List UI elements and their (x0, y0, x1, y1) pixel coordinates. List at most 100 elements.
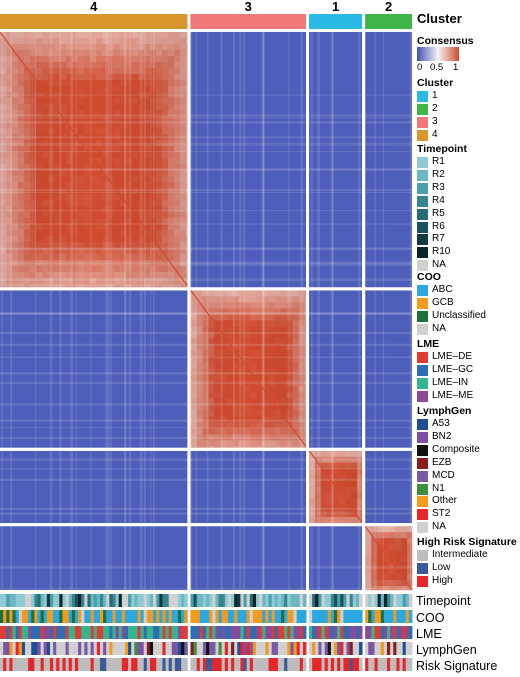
legend-label: LME–GC (432, 363, 474, 375)
legend-swatch (417, 550, 428, 561)
legend-label: R3 (432, 181, 445, 193)
legend-label: A53 (432, 418, 450, 429)
cluster-bar-4 (0, 14, 188, 29)
track-lme (0, 626, 413, 639)
block-2-4 (0, 526, 188, 590)
legend-swatch (417, 352, 428, 363)
legend-label: ABC (432, 284, 453, 295)
consensus-tick-1: 1 (453, 62, 459, 73)
legend-title-lymphgen: LymphGen (417, 405, 472, 417)
cluster-label-1: 1 (331, 0, 340, 14)
legend-label: 3 (432, 115, 438, 127)
legend-label: Intermediate (432, 549, 488, 560)
legend-label: NA (432, 322, 446, 334)
legend-swatch (417, 195, 428, 207)
legend-label: R5 (432, 207, 445, 219)
legend-label: 1 (432, 90, 438, 101)
legend-title-timepoint: Timepoint (417, 143, 467, 155)
track-label-lymphgen: LymphGen (416, 643, 477, 657)
legend-label: Composite (432, 443, 480, 455)
track-risk (0, 658, 413, 671)
block-3-2 (365, 290, 412, 448)
legend-label: Low (432, 561, 451, 573)
legend-label: R6 (432, 220, 445, 232)
legend-title-coo: COO (417, 271, 441, 283)
cluster-label-3: 3 (244, 0, 252, 14)
block-2-1 (309, 526, 363, 590)
legend-swatch (417, 182, 428, 194)
legend-swatch (417, 575, 428, 587)
legend-swatch (417, 91, 428, 102)
block-4-3 (190, 32, 307, 288)
legend-swatch (417, 483, 428, 495)
legend-label: R1 (432, 156, 445, 167)
legend-label: GCB (432, 296, 454, 308)
legend-swatch (417, 377, 428, 389)
legend-label: MCD (432, 469, 455, 481)
legend-swatch (417, 444, 428, 456)
block-3-4 (0, 290, 188, 448)
legend-swatch (417, 562, 428, 574)
legend-swatch (417, 208, 428, 220)
legend-title-risk: High Risk Signature (417, 536, 517, 548)
block-2-3 (190, 526, 307, 590)
legend-swatch (417, 431, 428, 443)
legend-swatch (417, 260, 428, 272)
legend-title-lme: LME (417, 338, 440, 350)
legend-label: R4 (432, 194, 445, 206)
consensus-tick-0: 0 (417, 62, 423, 73)
cluster-bar-3 (190, 14, 307, 29)
legend-label: 4 (432, 128, 438, 140)
block-4-1 (309, 32, 363, 288)
consensus-matrix (0, 31, 413, 591)
legend-label: BN2 (432, 430, 452, 442)
legend-swatch (417, 522, 428, 534)
legend-swatch (417, 129, 428, 141)
legend-swatch (417, 247, 428, 259)
track-label-coo: COO (416, 611, 445, 625)
consensus-legend-title: Consensus (417, 35, 474, 47)
legend-swatch (417, 157, 428, 168)
legend-swatch (417, 496, 428, 508)
legend-swatch (417, 457, 428, 469)
legend-swatch (417, 103, 428, 115)
block-1-3 (190, 450, 307, 524)
legend-label: LME–IN (432, 376, 469, 388)
legend-label: Other (432, 495, 458, 507)
track-timepoint (0, 594, 413, 607)
legend-swatch (417, 390, 428, 402)
legend-swatch (417, 470, 428, 482)
legend-label: Unclassified (432, 309, 486, 321)
legend-label: N1 (432, 482, 445, 494)
legend-label: NA (432, 521, 446, 533)
legend-label: R10 (432, 246, 451, 258)
legend-swatch (417, 285, 428, 296)
legend-label: NA (432, 259, 446, 271)
cluster-annotation-bar (0, 14, 412, 29)
legend-swatch (417, 419, 428, 430)
diagonal-block-3 (190, 290, 307, 449)
track-lymphgen (0, 642, 413, 655)
legend-label: ST2 (432, 508, 451, 520)
legend-swatch (417, 364, 428, 376)
consensus-gradient (417, 47, 459, 61)
track-label-lme: LME (416, 627, 442, 641)
cluster-track-title: Cluster (417, 11, 462, 26)
legend-swatch (417, 169, 428, 181)
legend-swatch (417, 323, 428, 335)
legend-swatch (417, 297, 428, 309)
consensus-tick-0-5: 0.5 (430, 62, 444, 73)
cluster-label-2: 2 (384, 0, 393, 14)
cluster-bar-1 (309, 14, 363, 29)
legend-swatch (417, 509, 428, 521)
legend-label: EZB (432, 456, 452, 468)
legend-swatch (417, 221, 428, 233)
block-1-4 (0, 450, 188, 524)
legend-label: 2 (432, 102, 438, 114)
annotation-tracks (0, 594, 413, 671)
legend-swatch (417, 116, 428, 128)
track-label-risk-signature: Risk Signature (416, 659, 498, 673)
block-4-2 (365, 32, 412, 288)
cluster-bar-2 (365, 14, 412, 29)
legend-label: High (432, 574, 453, 586)
